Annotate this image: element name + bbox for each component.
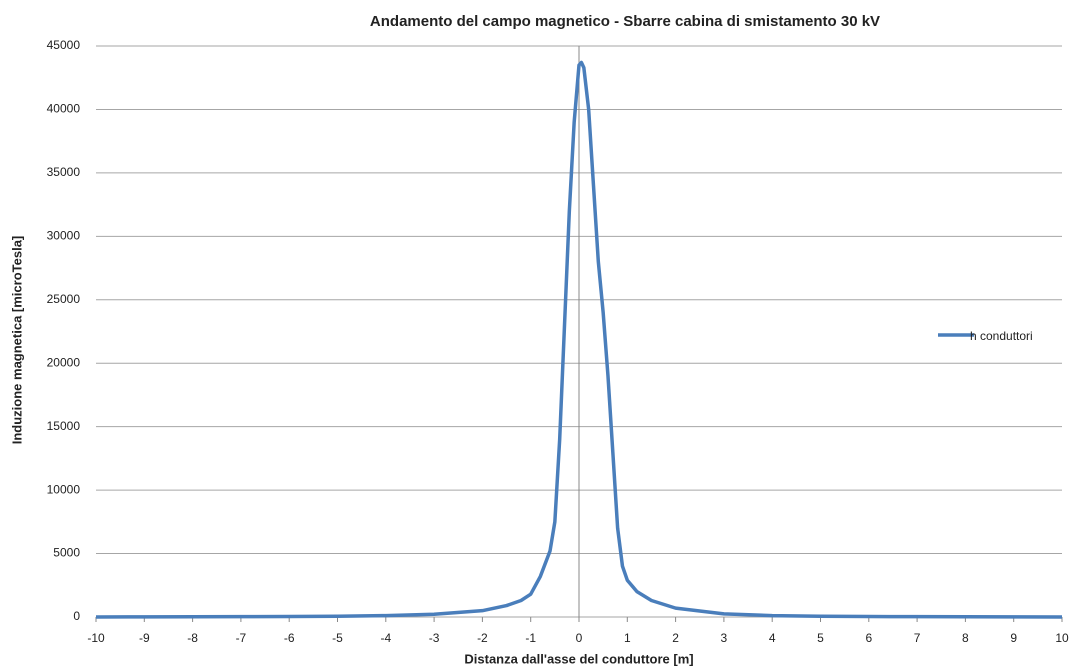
x-tick-label: -7 [236, 631, 247, 645]
x-tick-label: -5 [332, 631, 343, 645]
y-tick-label: 25000 [47, 292, 81, 306]
x-tick-label: 10 [1055, 631, 1069, 645]
chart-title: Andamento del campo magnetico - Sbarre c… [370, 13, 880, 30]
data-line [95, 60, 1063, 619]
y-axis-title: Induzione magnetica [microTesla] [9, 236, 24, 445]
x-tick-label: 5 [817, 631, 824, 645]
y-tick-label: 40000 [47, 102, 81, 116]
y-tick-label: 35000 [47, 165, 81, 179]
y-tick-label: 15000 [47, 419, 81, 433]
x-tick-label: 1 [624, 631, 631, 645]
y-tick-label: 5000 [53, 546, 80, 560]
legend-label: h conduttori [970, 329, 1033, 343]
x-tick-label: 4 [769, 631, 776, 645]
y-tick-label: 45000 [47, 38, 81, 52]
y-tick-label: 30000 [47, 229, 81, 243]
x-tick-label: 0 [576, 631, 583, 645]
x-tick-label: -1 [525, 631, 536, 645]
x-tick-label: 9 [1010, 631, 1017, 645]
x-tick-label: -9 [139, 631, 150, 645]
x-tick-label: 3 [721, 631, 728, 645]
x-tick-label: 2 [672, 631, 679, 645]
x-tick-label: -8 [187, 631, 198, 645]
x-tick-label: -2 [477, 631, 488, 645]
y-tick-label: 20000 [47, 355, 81, 369]
x-tick-label: -6 [284, 631, 295, 645]
x-tick-label: 6 [865, 631, 872, 645]
x-axis-title: Distanza dall'asse del conduttore [m] [464, 651, 693, 666]
x-tick-label: -10 [87, 631, 105, 645]
y-tick-label: 10000 [47, 482, 81, 496]
x-tick-label: -4 [380, 631, 391, 645]
x-tick-label: 8 [962, 631, 969, 645]
y-tick-label: 0 [73, 609, 80, 623]
x-tick-label: 7 [914, 631, 921, 645]
x-tick-label: -3 [429, 631, 440, 645]
